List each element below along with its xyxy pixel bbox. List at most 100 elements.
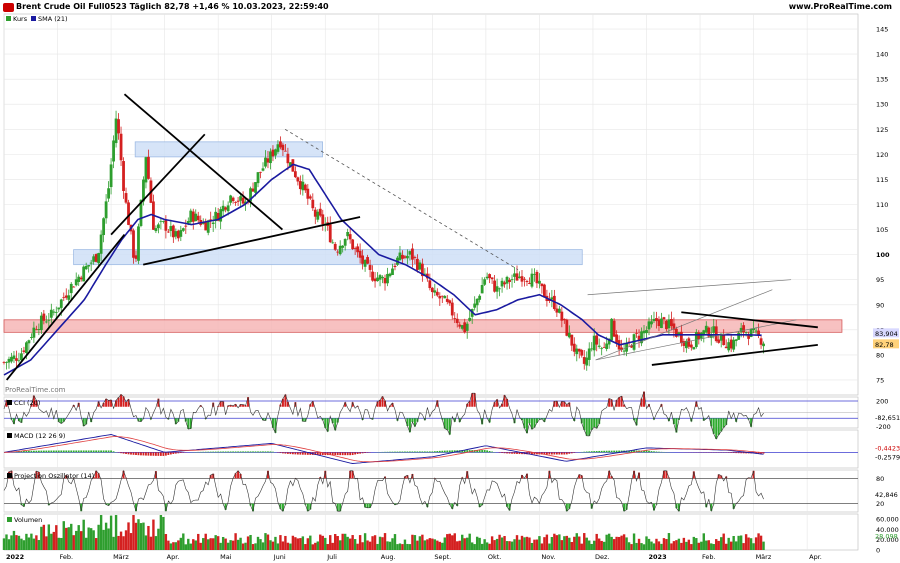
volume-bar [87,527,90,550]
candle-body [423,273,427,275]
volume-bar [301,536,305,550]
macd-title: MACD (12 26 9) [14,432,65,440]
volume-bar [715,539,718,550]
volume-bar [356,543,359,550]
volume-bar [398,543,402,550]
volume-bar [326,544,329,550]
candle-body [460,325,464,329]
candle-body [430,287,434,293]
candle-body [749,328,753,338]
volume-bar [697,542,701,550]
volume-bar [396,544,399,550]
candle-body [485,276,489,279]
volume-bar [580,543,583,550]
candle-body [580,350,584,356]
volume-bar [314,542,317,550]
volume-bar [575,533,578,550]
volume-bar [77,525,80,550]
candle-body [602,346,606,348]
candle-body [259,171,262,173]
candle-body [72,286,76,288]
candle-body [154,228,158,232]
volume-bar [749,538,753,550]
volume-bar [194,540,197,550]
upper-resistance-zone [134,141,323,158]
pane-frame-proj [3,469,859,513]
volume-bar [518,539,521,550]
candle-body [179,230,183,237]
volume-bar [286,542,290,550]
volume-bar [266,534,270,550]
volume-bar [565,535,569,550]
volume-bar [376,543,379,550]
volume-bar [92,530,95,550]
candle-body [164,219,168,231]
candle-body [670,318,673,327]
volume-bar [259,539,262,550]
candle-body [306,188,310,199]
x-tick-label: März [756,553,772,561]
candle-body [44,321,48,323]
candle-body [455,318,459,324]
volume-bar [515,535,519,550]
volume-bar [510,541,514,550]
volume-bar [299,538,302,550]
price-y-tick-label: 130 [876,101,888,109]
candle-body [269,151,272,164]
volume-bar [107,528,110,550]
candle-body [184,225,188,227]
candle-body [261,168,265,171]
candle-body [57,307,61,310]
volume-bar [351,535,354,550]
candle-body [64,295,68,298]
volume-bar [147,525,150,550]
volume-bar [480,543,484,550]
volume-bar [336,536,339,550]
price-y-tick-label: 115 [876,176,888,184]
volume-bar [197,533,200,550]
candle-body [420,263,424,277]
candle-body [535,271,539,284]
volume-bar [578,536,581,550]
volume-bar [149,536,153,550]
volume-bar [540,543,544,550]
proj-title: Projection Oszillator (14) [14,472,94,480]
candle-body [244,201,247,204]
candle-body [729,339,733,349]
cci-last-value: -82,651 [875,414,900,422]
volume-bar [329,535,332,550]
candle-body [448,300,452,304]
volume-bar [159,515,163,550]
candle-body [7,358,11,363]
volume-bar [244,542,247,550]
volume-bar [42,524,46,550]
price-y-tick-label: 145 [876,26,888,34]
volume-bar [291,535,295,550]
candle-body [206,220,210,233]
volume-bar [632,533,636,550]
volume-bar [734,541,738,550]
volume-bar [590,543,593,550]
candle-body [622,350,626,352]
candle-body [139,199,143,226]
watermark: ProRealTime.com [5,386,66,394]
volume-bar [70,523,73,550]
volume-bar [40,526,43,550]
volume-bar [538,536,541,550]
volume-bar [311,544,315,550]
candle-body [224,207,228,210]
volume-bar [132,515,135,550]
brand-link[interactable]: www.ProRealTime.com [788,2,892,11]
volume-bar [109,515,113,550]
candle-body [231,197,235,202]
macd-legend-swatch [7,433,12,438]
candle-body [47,319,51,321]
x-tick-label: Feb. [702,553,716,561]
volume-bar [112,536,115,550]
candle-body [373,278,377,282]
volume-bar [558,534,561,550]
candle-body [189,210,193,222]
candle-body [221,205,225,212]
volume-bar [5,534,8,550]
